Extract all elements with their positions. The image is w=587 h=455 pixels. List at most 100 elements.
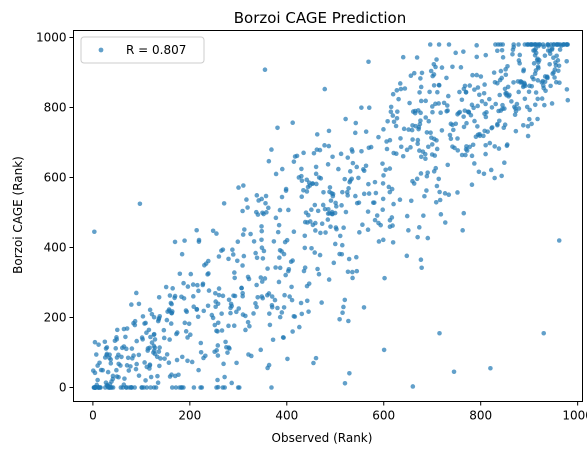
data-point xyxy=(136,352,142,358)
data-point xyxy=(248,231,253,237)
data-point xyxy=(230,247,235,253)
data-point xyxy=(310,181,315,186)
data-point xyxy=(402,86,408,91)
data-point xyxy=(271,239,277,244)
data-point xyxy=(140,314,146,319)
data-point xyxy=(404,213,410,219)
data-point xyxy=(483,142,488,148)
data-point xyxy=(345,155,351,160)
data-point xyxy=(165,309,170,314)
data-point xyxy=(113,346,119,351)
data-point xyxy=(196,367,201,373)
data-point xyxy=(172,239,178,245)
data-point xyxy=(151,385,157,390)
data-point xyxy=(418,110,423,116)
data-point xyxy=(499,47,505,53)
data-point xyxy=(226,323,231,329)
data-point xyxy=(481,171,487,177)
data-point xyxy=(427,42,433,47)
data-point xyxy=(256,198,261,203)
data-point xyxy=(231,323,237,329)
data-point xyxy=(498,68,504,74)
data-point xyxy=(265,266,270,271)
data-point xyxy=(151,331,157,337)
data-point xyxy=(134,361,139,367)
data-point xyxy=(414,176,420,182)
data-point xyxy=(253,209,259,215)
data-point xyxy=(277,265,283,271)
data-point xyxy=(380,181,386,186)
data-point xyxy=(332,241,338,247)
data-point xyxy=(533,42,538,47)
data-point xyxy=(322,143,327,148)
data-point xyxy=(483,151,488,157)
data-point xyxy=(450,64,455,70)
data-point xyxy=(194,227,199,233)
data-point xyxy=(381,127,386,132)
data-point xyxy=(436,176,442,182)
data-point xyxy=(554,53,559,59)
data-point xyxy=(439,128,445,133)
data-point xyxy=(564,58,569,64)
data-point xyxy=(467,83,473,88)
data-point xyxy=(418,84,424,90)
data-point xyxy=(149,340,155,345)
data-point xyxy=(196,239,202,244)
data-point xyxy=(564,87,570,92)
data-point xyxy=(384,146,390,152)
data-point xyxy=(309,207,314,213)
data-point xyxy=(500,102,505,108)
data-point xyxy=(259,224,264,229)
data-point xyxy=(472,118,477,124)
data-point xyxy=(152,337,158,342)
data-point xyxy=(471,105,476,111)
data-point xyxy=(177,271,183,277)
data-point xyxy=(325,162,331,167)
data-point xyxy=(342,297,348,303)
data-point xyxy=(191,385,197,390)
data-point xyxy=(277,255,282,260)
data-point xyxy=(216,292,222,298)
data-point xyxy=(108,361,114,366)
data-point xyxy=(559,43,564,48)
data-point xyxy=(529,74,535,80)
data-point xyxy=(487,140,493,146)
data-point xyxy=(461,49,466,54)
data-point xyxy=(313,228,318,233)
data-point xyxy=(258,347,264,353)
data-point xyxy=(349,176,355,182)
data-point xyxy=(177,385,182,390)
data-point xyxy=(340,310,345,316)
plot-area xyxy=(73,30,583,402)
data-point xyxy=(151,343,157,349)
data-point xyxy=(311,150,317,156)
data-point xyxy=(261,211,266,217)
data-point xyxy=(380,207,386,213)
data-point xyxy=(215,329,220,334)
data-point xyxy=(126,368,132,373)
data-point xyxy=(433,165,439,171)
data-point xyxy=(255,294,260,300)
data-point xyxy=(92,370,98,376)
data-point xyxy=(331,260,337,266)
data-point xyxy=(411,181,417,186)
data-point xyxy=(525,133,531,139)
data-point xyxy=(240,232,246,237)
data-point xyxy=(315,266,320,272)
data-point xyxy=(109,379,114,384)
data-point xyxy=(520,84,526,90)
data-point xyxy=(493,101,499,107)
data-point xyxy=(445,93,451,99)
data-point xyxy=(380,237,386,243)
data-point xyxy=(139,335,145,340)
data-point xyxy=(259,228,265,234)
data-point xyxy=(381,347,387,353)
data-point xyxy=(215,320,221,326)
data-point xyxy=(428,130,433,136)
data-point xyxy=(474,72,480,78)
data-point xyxy=(125,355,131,361)
data-point xyxy=(346,186,351,191)
data-point xyxy=(422,193,427,199)
data-point xyxy=(241,253,247,259)
data-point xyxy=(527,116,532,122)
